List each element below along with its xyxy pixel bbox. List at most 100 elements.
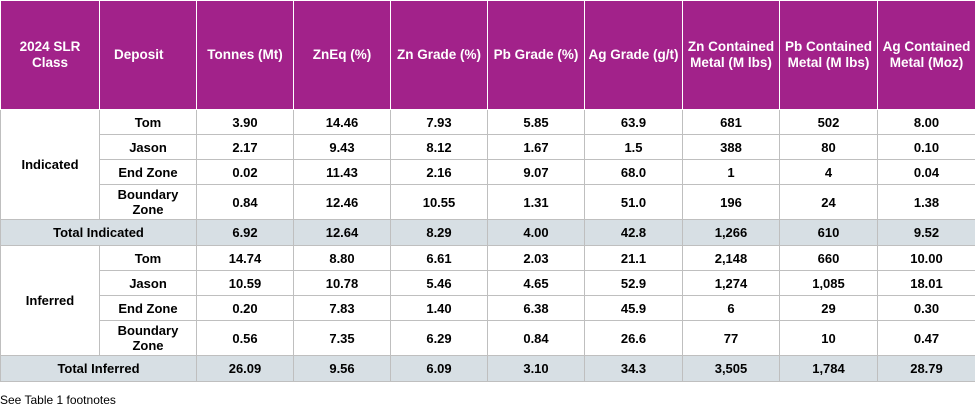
value-cell: 12.46 xyxy=(293,184,391,220)
value-cell: 6 xyxy=(682,295,780,321)
value-cell: 0.30 xyxy=(877,295,975,321)
value-cell: 8.12 xyxy=(390,134,488,160)
value-cell: 9.43 xyxy=(293,134,391,160)
deposit-cell: Jason xyxy=(99,270,197,296)
value-cell: 26.6 xyxy=(584,320,683,356)
header-cell: ZnEq (%) xyxy=(293,0,391,110)
value-cell: 14.46 xyxy=(293,109,391,135)
value-cell: 1 xyxy=(682,159,780,185)
table-row: Boundary Zone 0.84 12.46 10.55 1.31 51.0… xyxy=(1,184,975,220)
total-row-indicated: Total Indicated 6.92 12.64 8.29 4.00 42.… xyxy=(0,219,975,246)
total-value-cell: 26.09 xyxy=(196,355,294,382)
table-row: End Zone 0.20 7.83 1.40 6.38 45.9 6 29 0… xyxy=(1,295,975,321)
header-row: 2024 SLR Class Deposit Tonnes (Mt) ZnEq … xyxy=(0,0,975,110)
value-cell: 7.35 xyxy=(293,320,391,356)
value-cell: 196 xyxy=(682,184,780,220)
value-cell: 80 xyxy=(779,134,878,160)
value-cell: 10.00 xyxy=(877,245,975,271)
value-cell: 18.01 xyxy=(877,270,975,296)
header-cell: Deposit xyxy=(99,0,197,110)
value-cell: 11.43 xyxy=(293,159,391,185)
footnote: See Table 1 footnotes xyxy=(0,393,116,407)
value-cell: 1,274 xyxy=(682,270,780,296)
value-cell: 63.9 xyxy=(584,109,683,135)
value-cell: 388 xyxy=(682,134,780,160)
value-cell: 2.17 xyxy=(196,134,294,160)
deposit-cell: End Zone xyxy=(99,295,197,321)
total-value-cell: 3,505 xyxy=(682,355,780,382)
value-cell: 1.31 xyxy=(487,184,585,220)
value-cell: 9.07 xyxy=(487,159,585,185)
table-row: End Zone 0.02 11.43 2.16 9.07 68.0 1 4 0… xyxy=(1,159,975,185)
deposit-cell: Boundary Zone xyxy=(99,320,197,356)
value-cell: 2.03 xyxy=(487,245,585,271)
header-cell: Ag Contained Metal (Moz) xyxy=(877,0,975,110)
total-value-cell: 42.8 xyxy=(584,219,683,246)
total-value-cell: 28.79 xyxy=(877,355,975,382)
value-cell: 1.5 xyxy=(584,134,683,160)
header-cell: Pb Grade (%) xyxy=(487,0,585,110)
value-cell: 1.40 xyxy=(390,295,488,321)
header-cell: Zn Contained Metal (M lbs) xyxy=(682,0,780,110)
value-cell: 4 xyxy=(779,159,878,185)
value-cell: 52.9 xyxy=(584,270,683,296)
total-value-cell: 8.29 xyxy=(390,219,488,246)
value-cell: 6.61 xyxy=(390,245,488,271)
header-cell: 2024 SLR Class xyxy=(0,0,100,110)
value-cell: 8.80 xyxy=(293,245,391,271)
deposit-cell: Tom xyxy=(99,109,197,135)
value-cell: 6.38 xyxy=(487,295,585,321)
value-cell: 7.83 xyxy=(293,295,391,321)
total-value-cell: 610 xyxy=(779,219,878,246)
total-value-cell: 1,266 xyxy=(682,219,780,246)
value-cell: 14.74 xyxy=(196,245,294,271)
deposit-cell: Boundary Zone xyxy=(99,184,197,220)
total-value-cell: 9.52 xyxy=(877,219,975,246)
total-row-inferred: Total Inferred 26.09 9.56 6.09 3.10 34.3… xyxy=(0,355,975,382)
header-cell: Zn Grade (%) xyxy=(390,0,488,110)
value-cell: 10.59 xyxy=(196,270,294,296)
total-value-cell: 12.64 xyxy=(293,219,391,246)
value-cell: 0.20 xyxy=(196,295,294,321)
deposit-cell: Tom xyxy=(99,245,197,271)
table-row: Inferred Tom 14.74 8.80 6.61 2.03 21.1 2… xyxy=(0,245,975,356)
header-cell: Tonnes (Mt) xyxy=(196,0,294,110)
total-value-cell: 6.09 xyxy=(390,355,488,382)
value-cell: 2,148 xyxy=(682,245,780,271)
value-cell: 4.65 xyxy=(487,270,585,296)
value-cell: 1.38 xyxy=(877,184,975,220)
value-cell: 51.0 xyxy=(584,184,683,220)
deposit-cell: End Zone xyxy=(99,159,197,185)
value-cell: 45.9 xyxy=(584,295,683,321)
value-cell: 29 xyxy=(779,295,878,321)
value-cell: 1,085 xyxy=(779,270,878,296)
value-cell: 1.67 xyxy=(487,134,585,160)
value-cell: 0.84 xyxy=(487,320,585,356)
total-value-cell: 1,784 xyxy=(779,355,878,382)
value-cell: 0.10 xyxy=(877,134,975,160)
value-cell: 5.85 xyxy=(487,109,585,135)
value-cell: 24 xyxy=(779,184,878,220)
total-label: Total Indicated xyxy=(0,219,197,246)
table-row: Jason 10.59 10.78 5.46 4.65 52.9 1,274 1… xyxy=(1,270,975,296)
value-cell: 0.56 xyxy=(196,320,294,356)
value-cell: 502 xyxy=(779,109,878,135)
value-cell: 6.29 xyxy=(390,320,488,356)
value-cell: 8.00 xyxy=(877,109,975,135)
value-cell: 7.93 xyxy=(390,109,488,135)
value-cell: 77 xyxy=(682,320,780,356)
total-value-cell: 34.3 xyxy=(584,355,683,382)
mineral-resource-table: 2024 SLR Class Deposit Tonnes (Mt) ZnEq … xyxy=(0,0,975,382)
header-cell: Pb Contained Metal (M lbs) xyxy=(779,0,878,110)
value-cell: 3.90 xyxy=(196,109,294,135)
value-cell: 10 xyxy=(779,320,878,356)
value-cell: 0.47 xyxy=(877,320,975,356)
table-row: Jason 2.17 9.43 8.12 1.67 1.5 388 80 0.1… xyxy=(1,134,975,160)
total-value-cell: 3.10 xyxy=(487,355,585,382)
total-value-cell: 6.92 xyxy=(196,219,294,246)
value-cell: 5.46 xyxy=(390,270,488,296)
value-cell: 21.1 xyxy=(584,245,683,271)
class-cell-indicated: Indicated xyxy=(0,109,100,220)
class-cell-inferred: Inferred xyxy=(0,245,100,356)
